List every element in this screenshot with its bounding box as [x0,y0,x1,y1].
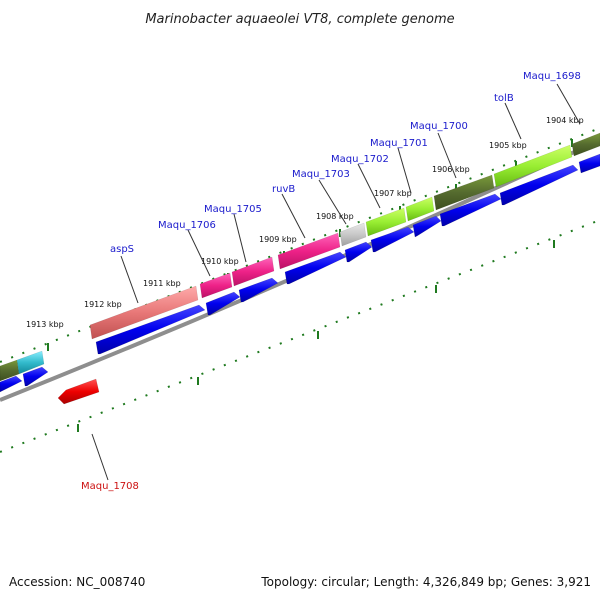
cds-maqu-1700 [439,193,502,227]
cds-maqu-1701 [412,215,442,238]
cds-maqu-1706 [205,291,241,316]
kbp-label: 1906 kbp [432,165,470,174]
gene-label-maqu-1706[interactable]: Maqu_1706 [158,220,216,231]
kbp-label: 1910 kbp [201,257,239,266]
feature-maqu-1701 [405,196,435,222]
feature-left-cyan [16,350,45,375]
cds-left-1 [0,375,23,393]
map-title: Marinobacter aquaeolei VT8, complete gen… [145,12,454,27]
cds-maqu-1702 [370,226,415,253]
callout-maqu-1705 [233,213,247,263]
callout-maqu-1698 [556,83,581,125]
callout-tolb [504,102,522,140]
cds-ruvb [284,251,347,285]
cds-maqu-1703 [344,241,373,263]
kbp-label: 1911 kbp [143,279,181,288]
feature-maqu-1703 [339,222,367,247]
kbp-label: 1909 kbp [259,235,297,244]
feature-asps [89,285,199,340]
feature-maqu-1700 [433,174,495,211]
cds-left-2 [22,366,49,387]
callout-ruvb [281,193,306,239]
gene-label-asps[interactable]: aspS [110,244,134,255]
feature-maqu-1698 [571,132,600,157]
forward-cds-track [0,153,600,393]
kbp-label: 1908 kbp [316,212,354,221]
gene-label-tolb[interactable]: tolB [494,93,514,104]
gene-callout-lines [91,83,581,481]
gene-label-maqu-1703[interactable]: Maqu_1703 [292,169,350,180]
gene-label-maqu-1708[interactable]: Maqu_1708 [81,481,139,492]
kbp-label: 1913 kbp [26,320,64,329]
gene-label-maqu-1705[interactable]: Maqu_1705 [204,204,262,215]
callout-maqu-1702 [357,163,381,209]
kbp-label: 1905 kbp [489,141,527,150]
feature-tolb [493,144,573,188]
cds-tolb [499,164,579,206]
callout-maqu-1700 [437,132,457,179]
gene-label-maqu-1701[interactable]: Maqu_1701 [370,138,428,149]
callout-asps [120,255,139,304]
kbp-label: 1904 kbp [546,116,584,125]
outer-minor-ticks [0,127,600,363]
cds-maqu-1708 [57,378,100,405]
outer-tick-track [0,127,600,363]
callout-maqu-1708 [91,433,109,481]
callout-maqu-1701 [397,147,412,194]
cds-maqu-1698 [578,153,600,174]
cds-maqu-1705 [238,277,279,303]
cog-feature-track [0,132,600,382]
inner-tick-track [0,219,600,453]
gene-label-maqu-1700[interactable]: Maqu_1700 [410,121,468,132]
kbp-labels: 1904 kbp 1905 kbp 1906 kbp 1907 kbp 1908… [26,116,584,329]
callout-maqu-1706 [187,229,211,277]
feature-ruvb [277,232,341,270]
gene-label-ruvb[interactable]: ruvB [272,184,295,195]
feature-maqu-1702 [365,207,407,237]
genome-summary-text: Topology: circular; Length: 4,326,849 bp… [260,575,591,589]
feature-maqu-1706 [199,272,233,299]
kbp-label: 1907 kbp [374,189,412,198]
cds-asps [95,304,206,355]
callout-maqu-1703 [318,179,347,225]
gene-labels: Maqu_1698 tolB Maqu_1700 Maqu_1701 Maqu_… [81,71,581,492]
feature-maqu-1705 [231,256,275,287]
gene-label-maqu-1698[interactable]: Maqu_1698 [523,71,581,82]
gene-label-maqu-1702[interactable]: Maqu_1702 [331,154,389,165]
accession-text: Accession: NC_008740 [9,575,145,589]
kbp-label: 1912 kbp [84,300,122,309]
